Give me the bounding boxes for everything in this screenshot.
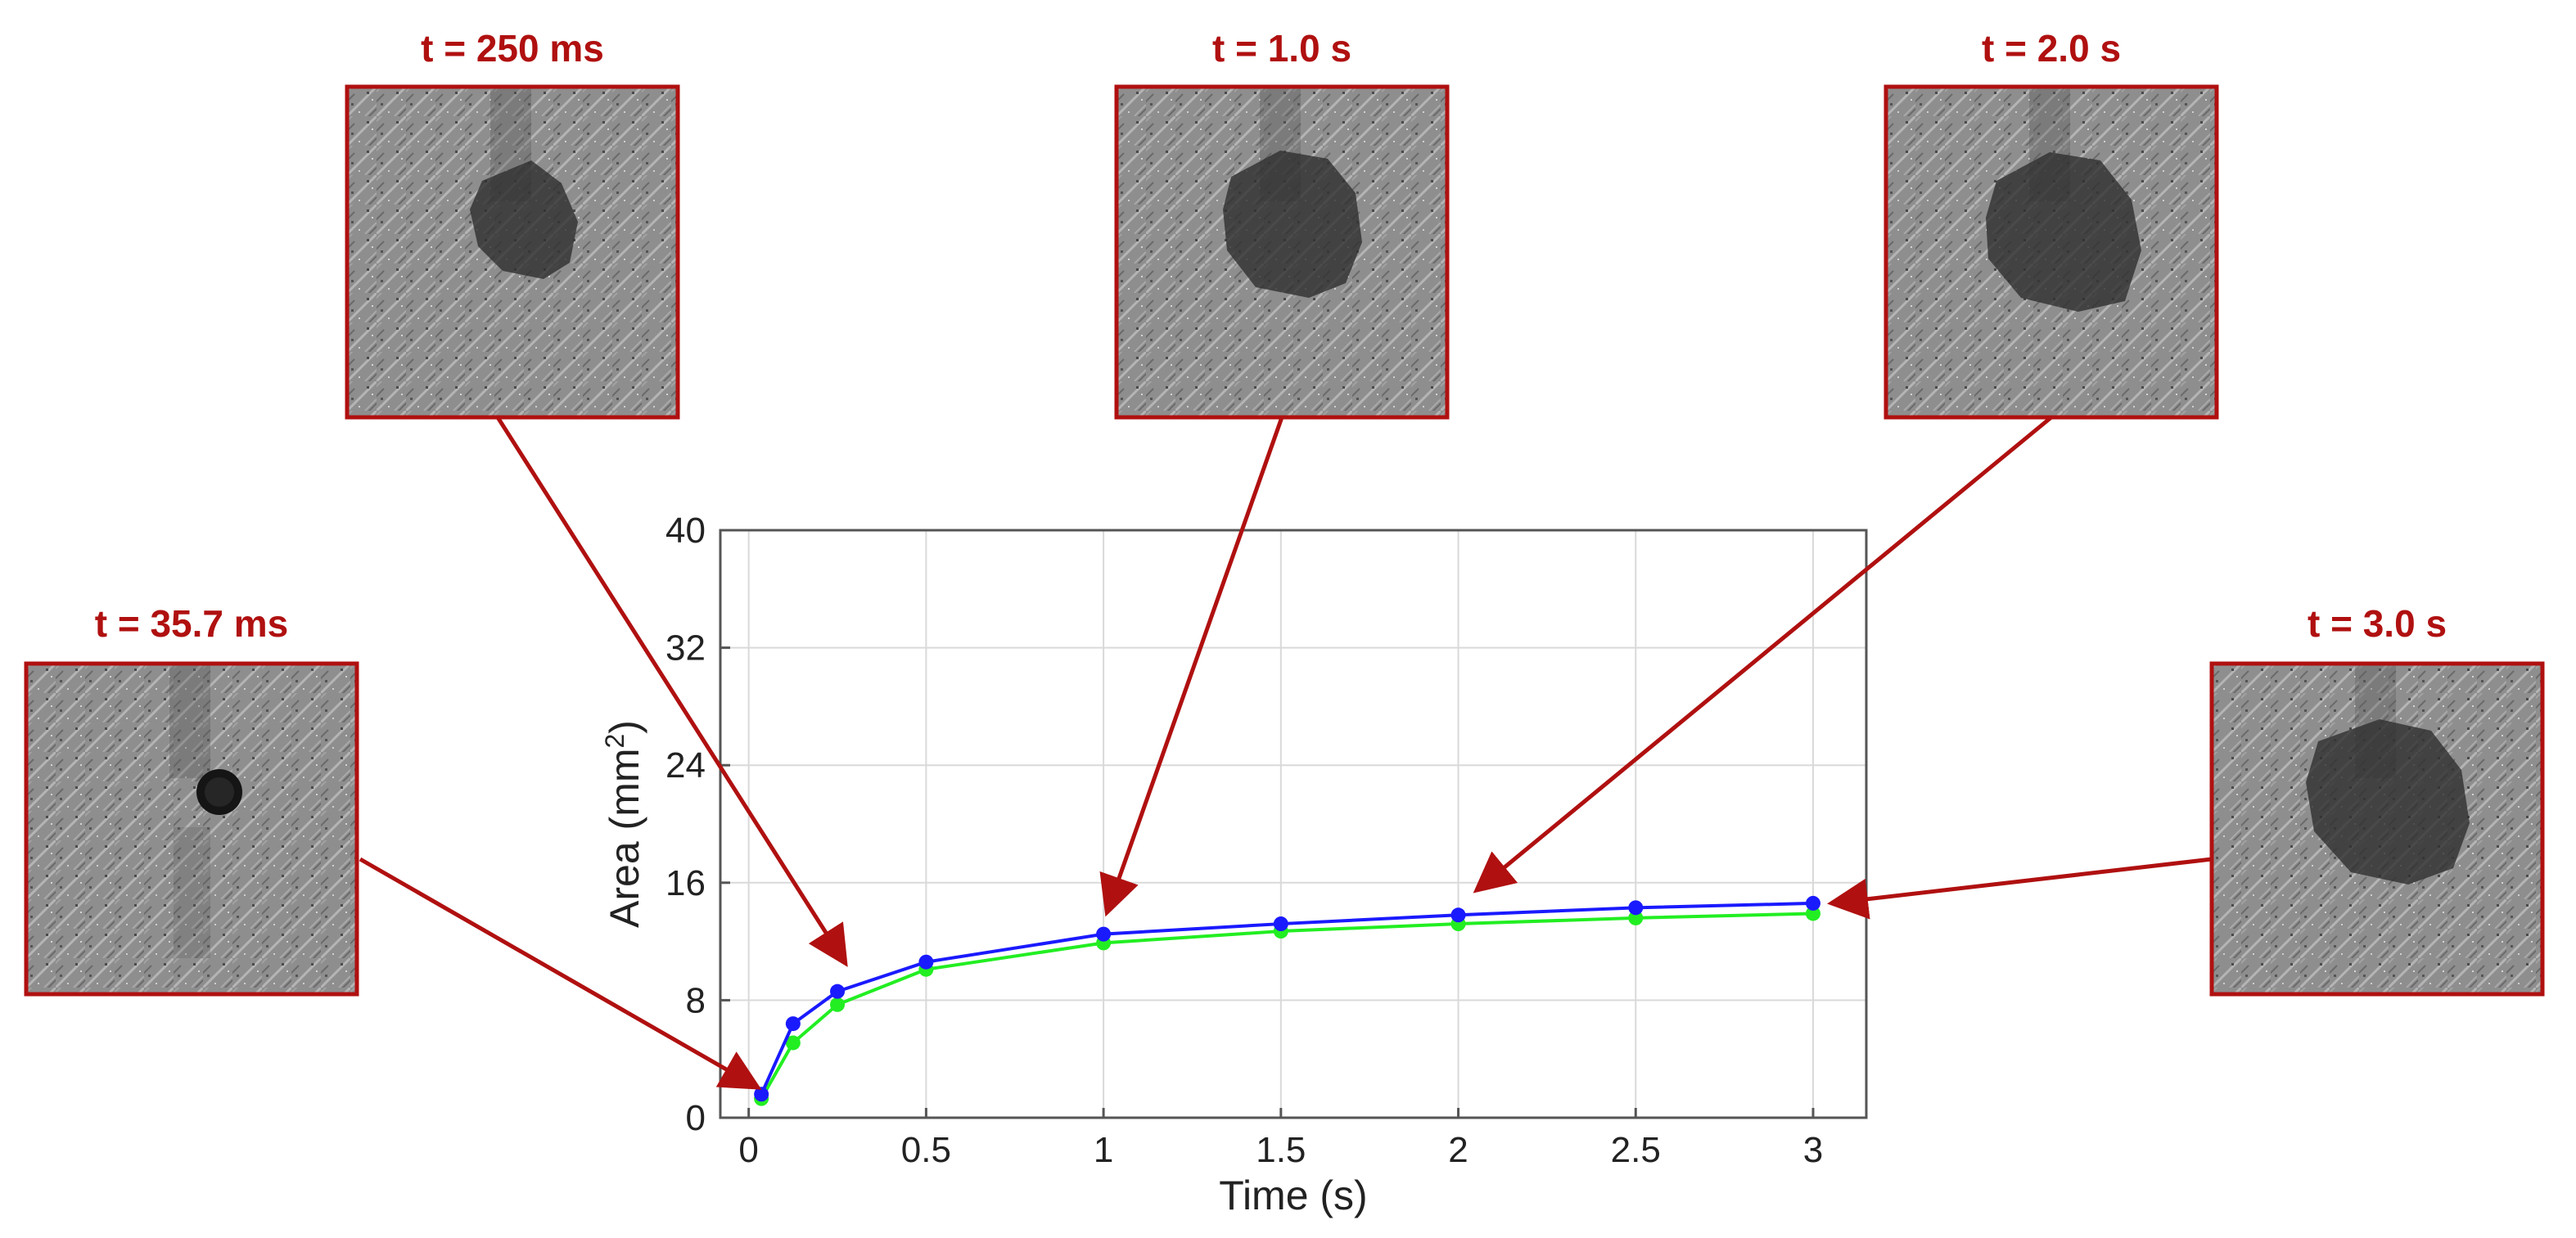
snapshot-4: t = 2.0 s bbox=[1884, 27, 2219, 420]
series-2-point bbox=[1805, 906, 1820, 921]
y-axis-title: Area (mm2) bbox=[600, 720, 647, 928]
snapshot-3: t = 1.0 s bbox=[1114, 27, 1450, 420]
snapshot-time-label: t = 3.0 s bbox=[2308, 602, 2447, 645]
line-chart: 0 0.5 1 1.5 2 2.5 3 0 8 16 24 32 40 Time (s) Area (m… bbox=[600, 511, 1868, 1218]
snapshot-frame bbox=[2209, 661, 2545, 997]
y-tick-label: 32 bbox=[665, 628, 706, 669]
series-1-point bbox=[830, 984, 846, 999]
series-2-point bbox=[830, 997, 846, 1012]
snapshot-image bbox=[1884, 84, 2219, 420]
snapshot-frame bbox=[24, 661, 359, 997]
spread-blob bbox=[1986, 152, 2141, 312]
x-axis-title: Time (s) bbox=[1219, 1173, 1367, 1218]
y-axis-title-close: ) bbox=[602, 720, 647, 734]
y-tick-label: 0 bbox=[686, 1098, 706, 1138]
data-series bbox=[754, 895, 1820, 1106]
y-axis-title-main: Area (mm bbox=[602, 748, 647, 927]
x-tick-label: 2 bbox=[1448, 1130, 1468, 1170]
spread-blob bbox=[470, 160, 578, 279]
x-tick-label: 3 bbox=[1803, 1130, 1823, 1170]
y-tick-label: 40 bbox=[665, 511, 706, 551]
texture-background bbox=[26, 664, 357, 994]
snapshot-image bbox=[2209, 661, 2545, 997]
x-tick-label: 0.5 bbox=[901, 1130, 951, 1170]
annotation-arrows bbox=[359, 416, 2213, 1090]
snapshot-time-label: t = 35.7 ms bbox=[95, 602, 289, 645]
series-1-point bbox=[754, 1087, 769, 1102]
annotation-arrow-5 bbox=[1827, 857, 2213, 920]
annotation-arrow-2 bbox=[495, 416, 848, 967]
plot-area bbox=[720, 530, 1866, 1118]
x-tick-label: 0 bbox=[738, 1130, 758, 1170]
series-1-point bbox=[1273, 916, 1288, 932]
annotation-arrow-1 bbox=[359, 857, 762, 1090]
series-2-point bbox=[1628, 910, 1644, 925]
axis-ticks: 0 0.5 1 1.5 2 2.5 3 0 8 16 24 32 40 bbox=[665, 511, 1823, 1170]
series-2-point bbox=[785, 1035, 801, 1051]
spread-blob bbox=[1223, 151, 1362, 298]
series-1-point bbox=[1628, 900, 1644, 916]
y-axis-title-superscript: 2 bbox=[600, 734, 629, 749]
annotation-arrow-4 bbox=[1473, 416, 2053, 894]
plot-frame bbox=[719, 529, 1868, 1119]
needle-trace bbox=[174, 827, 210, 958]
y-tick-label: 8 bbox=[686, 980, 706, 1020]
y-tick-label: 24 bbox=[665, 745, 706, 786]
x-tick-label: 2.5 bbox=[1611, 1130, 1661, 1170]
snapshot-image bbox=[24, 661, 359, 997]
snapshot-time-label: t = 250 ms bbox=[421, 27, 604, 70]
series-1-point bbox=[1096, 926, 1112, 942]
needle-shadow bbox=[169, 664, 210, 778]
snapshot-time-label: t = 2.0 s bbox=[1982, 27, 2121, 70]
snapshot-1: t = 35.7 ms bbox=[24, 602, 359, 997]
series-1-point bbox=[918, 954, 934, 970]
snapshot-images: t = 35.7 ms t = 250 ms t = 1.0 s t = 2.0 s t… bbox=[24, 27, 2545, 997]
snapshot-image bbox=[1114, 84, 1450, 420]
snapshot-5: t = 3.0 s bbox=[2209, 602, 2545, 997]
series-1-point bbox=[1450, 907, 1466, 923]
spread-blob bbox=[2306, 719, 2470, 885]
snapshot-time-label: t = 1.0 s bbox=[1212, 27, 1351, 70]
x-tick-label: 1.5 bbox=[1256, 1130, 1306, 1170]
series-1-point bbox=[785, 1016, 801, 1032]
annotation-arrow-3 bbox=[1099, 416, 1284, 917]
x-tick-label: 1 bbox=[1094, 1130, 1113, 1170]
snapshot-frame bbox=[345, 84, 680, 420]
droplet-core bbox=[205, 777, 234, 807]
snapshot-2: t = 250 ms bbox=[345, 27, 680, 420]
snapshot-image bbox=[345, 84, 680, 420]
y-tick-label: 16 bbox=[665, 863, 706, 903]
series-1-point bbox=[1805, 895, 1820, 911]
